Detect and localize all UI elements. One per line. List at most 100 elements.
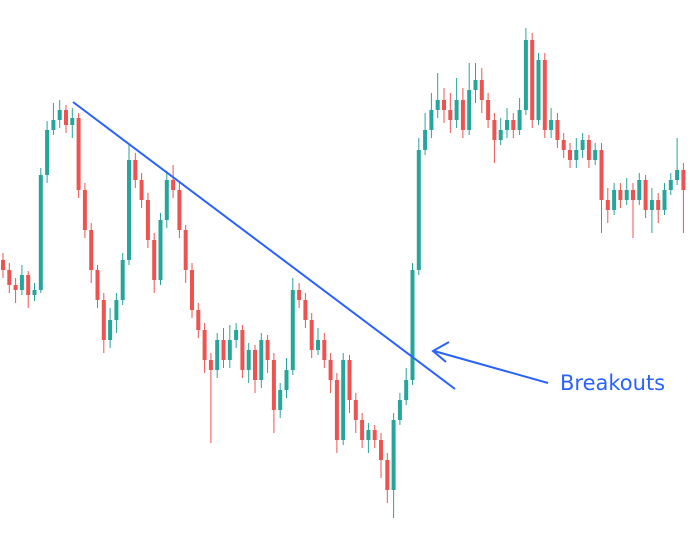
candle-body bbox=[612, 190, 617, 210]
candle-body bbox=[322, 340, 327, 360]
candle-body bbox=[341, 360, 346, 440]
candle-body bbox=[580, 140, 585, 150]
candle-body bbox=[517, 110, 522, 130]
candle-body bbox=[234, 330, 239, 340]
candle-body bbox=[505, 120, 509, 130]
candle-body bbox=[410, 270, 415, 380]
candle-body bbox=[366, 430, 371, 440]
candle-body bbox=[221, 340, 226, 360]
candle-body bbox=[429, 110, 434, 130]
candle-body bbox=[240, 330, 245, 370]
arrow-head bbox=[431, 341, 450, 363]
candle-body bbox=[253, 350, 257, 380]
candle-body bbox=[473, 80, 478, 90]
candle-body bbox=[164, 180, 169, 220]
candle-body bbox=[536, 60, 541, 120]
candle-body bbox=[259, 340, 264, 380]
candle-body bbox=[643, 180, 648, 210]
candle-body bbox=[45, 130, 50, 175]
candle-body bbox=[416, 150, 421, 270]
candle-body bbox=[303, 300, 308, 320]
candle-body bbox=[492, 120, 497, 140]
candle-body bbox=[101, 300, 106, 340]
candle-body bbox=[486, 100, 491, 120]
candle-body bbox=[498, 130, 503, 140]
candle-body bbox=[404, 380, 409, 400]
candle-body bbox=[7, 270, 12, 285]
candle-body bbox=[479, 80, 484, 100]
candle-body bbox=[593, 150, 598, 160]
annotation: Breakouts bbox=[560, 371, 665, 395]
candle-body bbox=[523, 40, 528, 110]
candle-body bbox=[120, 260, 125, 300]
candle-body bbox=[662, 190, 667, 210]
candle-body bbox=[549, 120, 554, 130]
candle-body bbox=[347, 360, 352, 400]
candle-body bbox=[51, 120, 56, 130]
candle-body bbox=[284, 370, 289, 390]
candle-body bbox=[568, 150, 572, 160]
candle-body bbox=[681, 170, 686, 190]
candle-body bbox=[57, 110, 62, 120]
candle-body bbox=[379, 440, 383, 460]
candle-body bbox=[530, 40, 535, 120]
candle-body bbox=[133, 160, 138, 180]
candle-body bbox=[574, 150, 579, 160]
candle-body bbox=[114, 300, 119, 320]
candle-body bbox=[177, 190, 182, 230]
candle-body bbox=[360, 420, 365, 440]
candle-body bbox=[649, 200, 654, 210]
candle-body bbox=[215, 340, 220, 370]
candle-body bbox=[555, 120, 560, 140]
candle-body bbox=[208, 360, 213, 370]
candle-body bbox=[13, 285, 18, 290]
candle-body bbox=[385, 460, 390, 490]
candle-body bbox=[423, 130, 428, 150]
candle-body bbox=[624, 190, 629, 200]
candle-body bbox=[145, 200, 150, 240]
candle-body bbox=[190, 270, 194, 310]
candle-body bbox=[435, 100, 440, 110]
candle-body bbox=[353, 400, 358, 420]
candle-body bbox=[454, 100, 459, 120]
arrow-shaft bbox=[433, 350, 549, 384]
candle-body bbox=[38, 175, 43, 290]
candle-body bbox=[152, 240, 157, 280]
candle-body bbox=[668, 180, 673, 190]
candle-body bbox=[19, 275, 24, 290]
candle-body bbox=[467, 90, 472, 130]
candle-body bbox=[442, 100, 446, 110]
candle-body bbox=[316, 340, 320, 350]
candle-body bbox=[656, 200, 661, 210]
candle-body bbox=[82, 190, 87, 230]
candle-body bbox=[127, 160, 131, 260]
candle-body bbox=[631, 190, 635, 200]
candle-body bbox=[586, 140, 591, 160]
trend-line bbox=[72, 101, 456, 390]
candle-body bbox=[542, 60, 547, 130]
candle-body bbox=[328, 360, 333, 380]
candle-body bbox=[309, 320, 314, 350]
candle-body bbox=[76, 118, 81, 190]
candle-body bbox=[158, 220, 163, 280]
candle-body bbox=[605, 200, 610, 210]
candle-body bbox=[372, 430, 377, 440]
candle-body bbox=[196, 310, 201, 330]
candle-body bbox=[227, 340, 232, 360]
candle-body bbox=[675, 170, 680, 180]
candle-body bbox=[278, 390, 283, 410]
candle-body bbox=[397, 400, 402, 420]
candle-body bbox=[139, 180, 144, 200]
candle-body bbox=[89, 230, 94, 270]
candle-body bbox=[32, 290, 37, 295]
candle-body bbox=[618, 190, 623, 200]
candle-body bbox=[334, 380, 339, 440]
candle-body bbox=[460, 100, 465, 130]
candle-body bbox=[246, 350, 251, 370]
candle-body bbox=[637, 180, 642, 200]
candle-body bbox=[297, 290, 302, 300]
candle-body bbox=[391, 420, 396, 490]
candles bbox=[1, 28, 686, 518]
